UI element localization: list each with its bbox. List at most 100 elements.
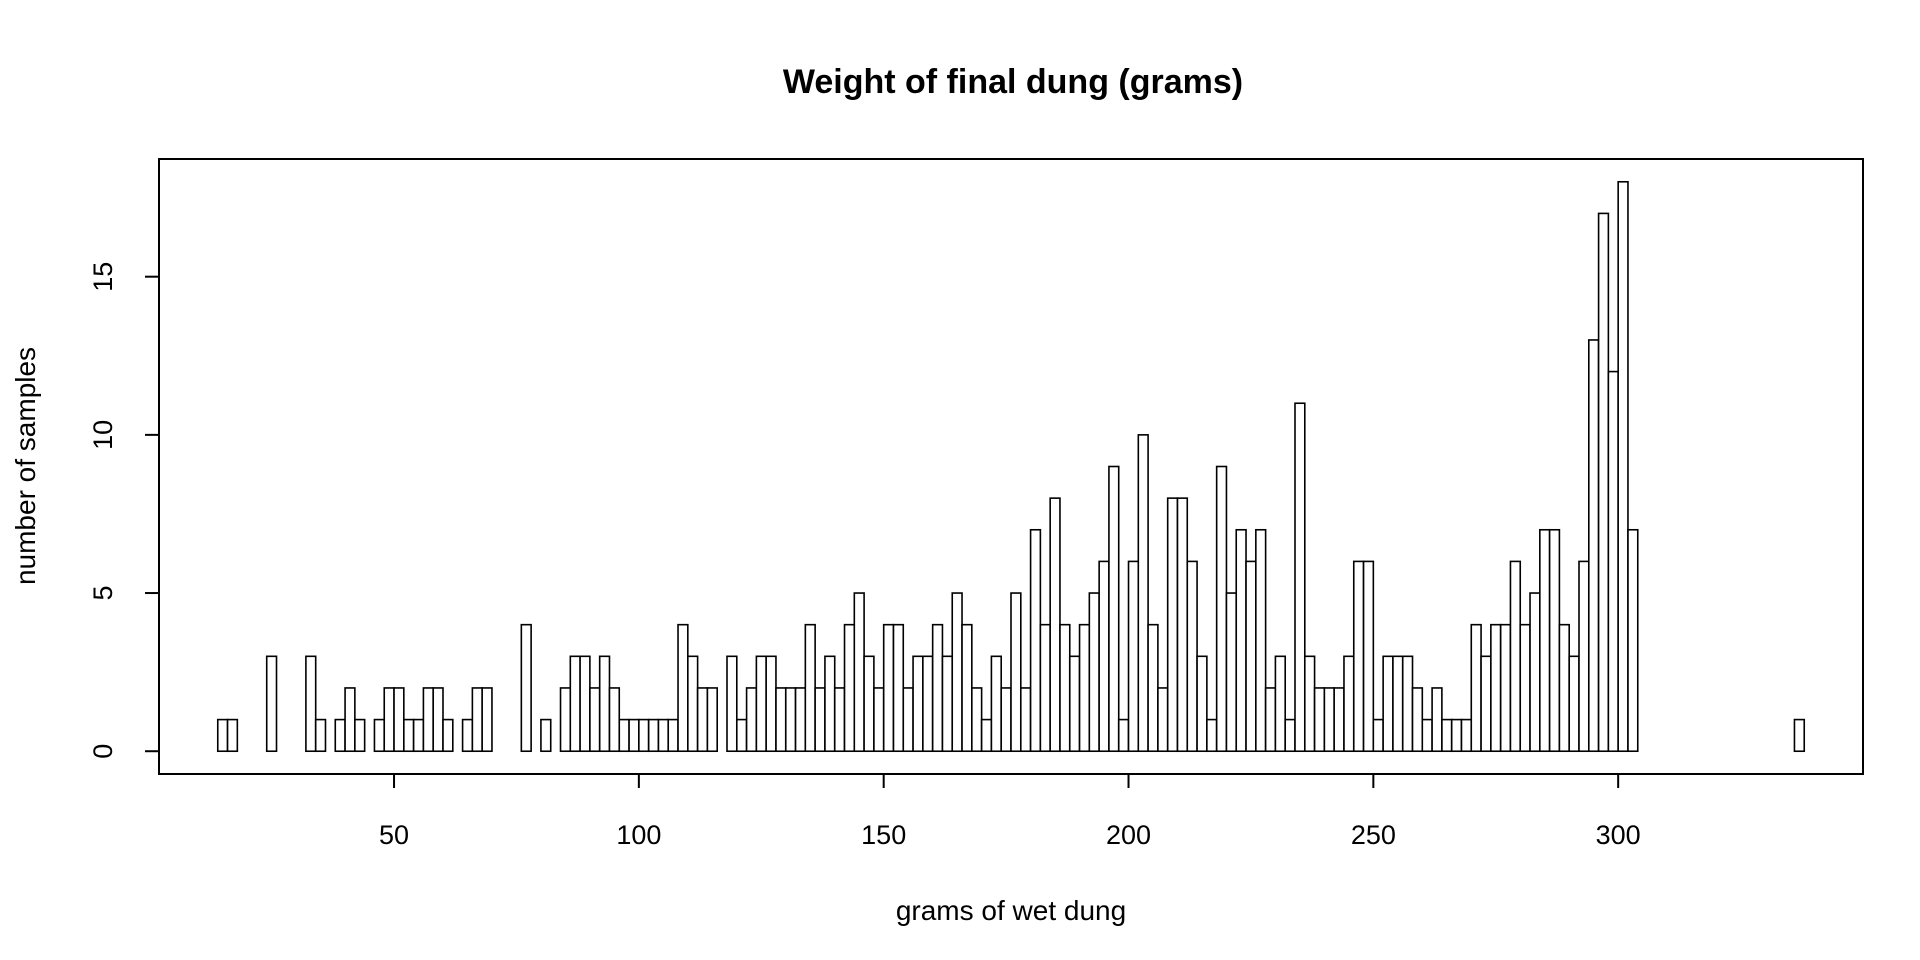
histogram-bar [579,655,591,753]
histogram-bar [961,623,973,753]
histogram-bar [393,687,405,753]
histogram-bar [784,687,797,753]
histogram-bar [1558,623,1571,753]
histogram-bar [1490,623,1502,753]
histogram-bar [912,655,924,753]
histogram-bar [706,687,718,753]
histogram-bar [1068,655,1081,753]
histogram-bar [1431,687,1443,753]
histogram-bar [657,718,670,753]
histogram-bar [735,718,748,753]
histogram-bar [1000,687,1012,753]
histogram-bar [412,718,425,753]
histogram-bar [354,718,366,753]
histogram-bar [1166,497,1179,753]
histogram-bar [520,623,532,753]
histogram-bar [922,655,934,753]
histogram-bar [1137,434,1149,753]
histogram-bar [589,687,601,753]
histogram-bar [1303,655,1316,753]
histogram-bar [569,655,581,753]
histogram-bar [1627,528,1639,753]
histogram-bar [1157,687,1169,753]
histogram-bar [1117,718,1130,753]
histogram-bar [1019,687,1032,753]
histogram-bar [794,687,807,753]
histogram-bar [383,687,395,753]
histogram-bar [628,718,640,753]
histogram-bar [1127,560,1140,753]
histogram-bar [1352,560,1365,753]
histogram-bar [1362,560,1375,753]
histogram-bar [1029,528,1042,753]
histogram-bar [432,687,444,753]
histogram-bar [1098,560,1110,753]
histogram-bar [814,687,826,753]
histogram-bar [1215,465,1228,753]
histogram-bar [598,655,611,753]
histogram-bar [677,623,689,753]
histogram-bar [1421,718,1433,753]
histogram-bar [216,718,229,753]
x-tick-label: 50 [379,820,409,850]
histogram-bar [265,655,278,753]
histogram-bar [1548,528,1561,753]
histogram-bar [403,718,415,753]
histogram-bar [344,687,356,753]
histogram-bar [1313,687,1326,753]
histogram-bar [471,687,483,753]
histogram-bar [481,687,493,753]
histogram-bar [1441,718,1453,753]
histogram-bar [1793,718,1806,753]
histogram-bar [1401,655,1414,753]
histogram-bar [696,687,709,753]
y-axis-label: number of samples [10,347,41,585]
histogram-bar [1039,623,1051,753]
histogram-bar [1499,623,1512,753]
histogram-bar [1255,528,1267,753]
histogram-bar [638,718,650,753]
histogram-bar [1108,465,1120,753]
histogram-bar [941,655,954,753]
histogram-bar [853,592,865,753]
histogram-bar [1411,687,1424,753]
chart-title: Weight of final dung (grams) [783,63,1243,101]
histogram-bar [1372,718,1384,753]
bars-group [216,180,1806,753]
histogram-bar [334,718,346,753]
histogram-bar [1245,560,1257,753]
histogram-bar [951,592,963,753]
histogram-bar [1186,560,1198,753]
histogram-bar [1607,370,1619,753]
histogram-bar [931,623,944,753]
histogram-bar [902,687,914,753]
histogram-bar [892,623,905,753]
histogram-bar [1568,655,1580,753]
histogram-bar [833,687,846,753]
histogram-bar [618,718,630,753]
histogram-bar [745,687,758,753]
histogram-bar [1392,655,1404,753]
y-tick-label: 10 [88,420,118,450]
x-tick-label: 300 [1596,820,1641,850]
y-tick-label: 0 [88,744,118,759]
histogram-bar [305,655,317,753]
histogram-bar [1196,655,1208,753]
histogram-bar [1059,623,1071,753]
histogram-bar [755,655,767,753]
histogram-bar [1274,655,1287,753]
histogram-bar [1333,687,1345,753]
x-tick-label: 250 [1351,820,1396,850]
histogram-bar [971,687,983,753]
histogram-bar [1382,655,1394,753]
histogram-bar [1088,592,1100,753]
histogram-bar [1176,497,1189,753]
histogram-bar [1509,560,1522,753]
histogram-bar [1049,497,1061,753]
x-axis: 50 100 150 200 250 300 [379,773,1641,850]
histogram-bar [824,655,836,753]
x-tick-label: 200 [1106,820,1151,850]
histogram-bar [1225,592,1238,753]
